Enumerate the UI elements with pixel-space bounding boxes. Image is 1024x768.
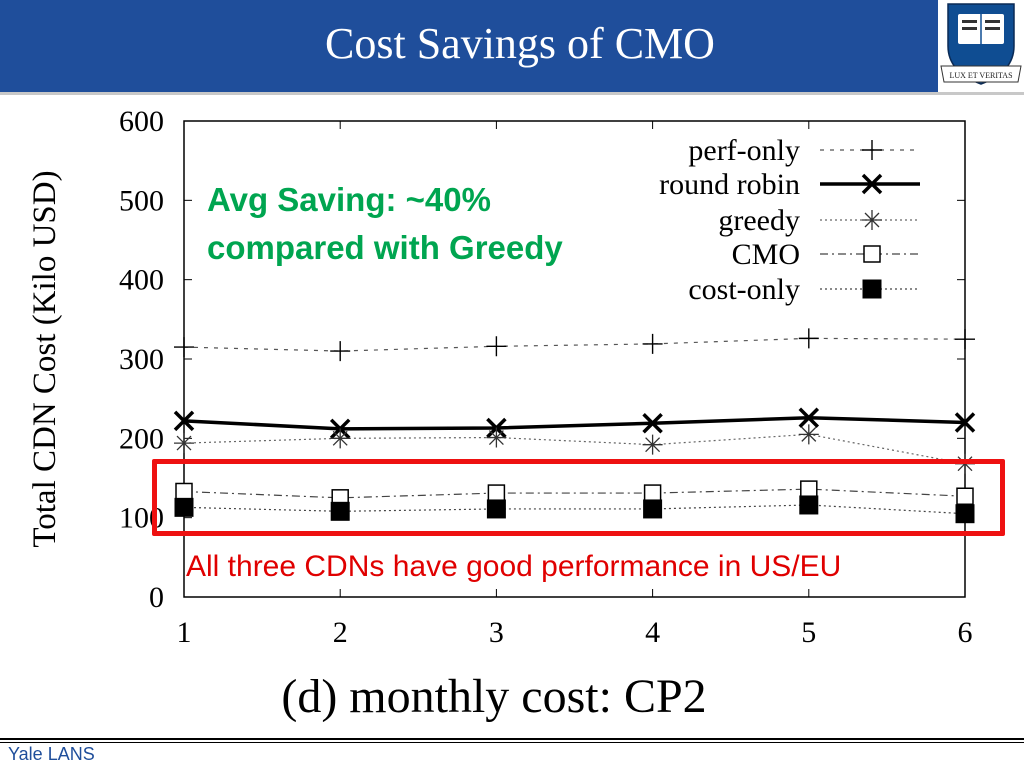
yale-logo: LUX ET VERITAS [938,0,1024,92]
point-greedy [486,427,507,448]
y-axis-label: Total CDN Cost (Kilo USD) [27,170,63,547]
point-round-robin [642,413,663,434]
series-line-cost-only [183,504,966,515]
legend-marker-greedy [862,210,882,230]
point-perf-only [330,341,351,362]
point-round-robin [173,410,195,432]
legend-label-round-robin: round robin [659,168,800,201]
footer-divider [0,738,1024,740]
series-line-CMO [183,488,966,499]
legend-label-cost-only: cost-only [688,273,800,306]
saving-line-1: Avg Saving: ~40% [207,181,491,218]
y-tick-label: 500 [119,184,164,217]
x-tick-label: 5 [801,616,816,649]
point-perf-only [798,328,819,349]
slide-title: Cost Savings of CMO [325,19,715,68]
footer-label: Yale LANS [8,744,95,764]
legend-marker-cost-only [862,279,882,299]
x-tick-label: 3 [489,616,504,649]
point-greedy [798,424,819,445]
y-tick-label: 0 [149,581,164,614]
saving-annotation: Avg Saving: ~40% compared with Greedy [207,176,563,272]
legend-label-greedy: greedy [718,204,800,237]
series-line-round-robin [183,415,966,431]
chart-title: (d) monthly cost: CP2 [281,670,706,723]
y-tick-label: 300 [119,343,164,376]
y-tick-label: 600 [119,105,164,138]
point-round-robin [954,412,976,433]
point-greedy [174,433,194,454]
x-tick-label: 2 [333,616,348,649]
point-perf-only [955,329,975,350]
slide-header [0,0,1024,92]
point-perf-only [174,337,194,358]
yale-shield-icon: LUX ET VERITAS [940,3,1022,85]
legend-marker-CMO [863,245,881,263]
series-line-greedy [183,433,966,465]
legend-marker-round-robin [861,173,883,195]
y-tick-label: 200 [119,422,164,455]
performance-note: All three CDNs have good performance in … [186,550,842,583]
logo-motto: LUX ET VERITAS [949,71,1012,80]
x-tick-label: 1 [177,616,192,649]
point-greedy [330,428,351,449]
point-greedy [642,434,663,455]
x-tick-label: 6 [958,616,973,649]
point-cost-only [330,501,350,521]
series-line-perf-only [183,337,966,352]
legend-label-perf-only: perf-only [688,134,800,167]
y-tick-label: 400 [119,264,164,297]
point-cost-only [643,499,663,519]
footer-divider-thin [0,742,1024,743]
point-round-robin [798,407,820,428]
point-cost-only [486,499,506,519]
point-cost-only [799,495,819,515]
point-cost-only [174,497,194,517]
legend-label-CMO: CMO [732,238,800,271]
point-cost-only [955,504,975,524]
x-tick-label: 4 [645,616,660,649]
saving-line-2: compared with Greedy [207,229,563,266]
header-divider [0,92,1024,95]
point-perf-only [486,336,507,357]
highlight-box [152,459,1005,536]
point-perf-only [642,333,663,354]
legend-marker-perf-only [862,140,882,160]
